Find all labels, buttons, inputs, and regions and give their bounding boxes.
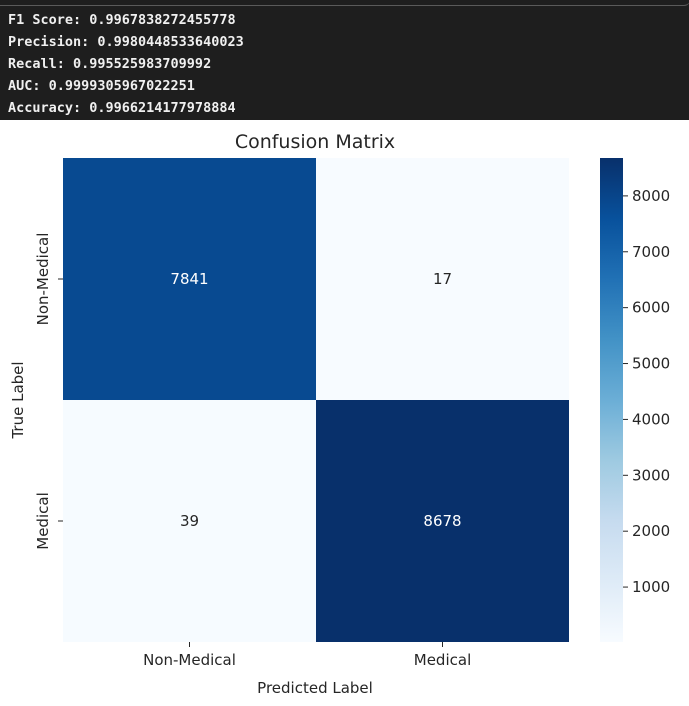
colorbar-tick-label: 7000 [632, 243, 670, 261]
metric-f1-line: F1 Score: 0.9967838272455778 [8, 12, 236, 28]
console-top-border [0, 0, 689, 6]
y-axis-label: True Label [9, 361, 27, 439]
x-axis-ticks: Non-Medical Medical [143, 642, 471, 669]
confusion-matrix-chart: Confusion Matrix 7841 17 39 8678 Non-Medica… [9, 131, 670, 697]
metric-auc-line: AUC: 0.9999305967022251 [8, 78, 195, 94]
colorbar-tick-label: 5000 [632, 355, 670, 373]
colorbar [600, 158, 623, 642]
x-axis-label: Predicted Label [257, 679, 373, 697]
colorbar-tick-label: 2000 [632, 522, 670, 540]
cell-medical-medical-value: 8678 [423, 512, 461, 530]
colorbar-tick-label: 3000 [632, 466, 670, 484]
colorbar-tick-label: 6000 [632, 299, 670, 317]
cell-non-medical-non-medical-value: 7841 [170, 270, 208, 288]
colorbar-tick-label: 1000 [632, 578, 670, 596]
metric-accuracy-line: Accuracy: 0.9966214177978884 [8, 100, 236, 116]
y-axis-ticks: Non-Medical Medical [34, 233, 63, 550]
metric-precision-line: Precision: 0.9980448533640023 [8, 34, 244, 50]
colorbar-tick-label: 4000 [632, 410, 670, 428]
cell-non-medical-non-medical [63, 158, 316, 400]
x-tick-label: Medical [414, 651, 471, 669]
cell-non-medical-medical [316, 158, 569, 400]
metric-recall-line: Recall: 0.995525983709992 [8, 56, 212, 72]
cell-non-medical-medical-value: 17 [433, 270, 452, 288]
colorbar-ticks: 1000 2000 3000 4000 5000 6000 7000 8000 [623, 187, 670, 596]
cell-medical-non-medical-value: 39 [180, 512, 199, 530]
chart-title: Confusion Matrix [235, 131, 395, 153]
heatmap-cells: 7841 17 39 8678 [63, 158, 569, 642]
x-tick-label: Non-Medical [143, 651, 236, 669]
console-output: F1 Score: 0.9967838272455778 Precision: … [0, 0, 689, 120]
cell-medical-medical [316, 400, 569, 642]
cell-medical-non-medical [63, 400, 316, 642]
y-tick-label: Non-Medical [34, 233, 52, 326]
y-tick-label: Medical [34, 492, 52, 549]
colorbar-tick-label: 8000 [632, 187, 670, 205]
